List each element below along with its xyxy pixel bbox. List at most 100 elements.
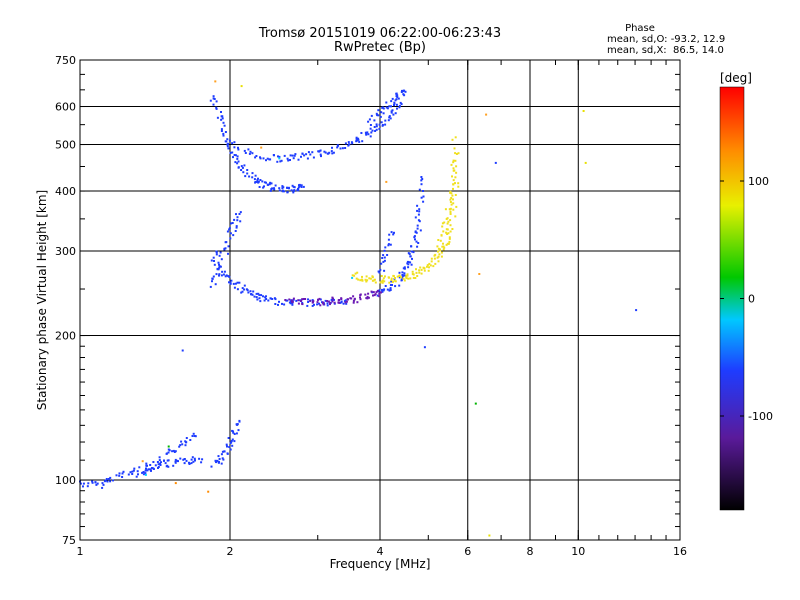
data-point: [318, 150, 321, 153]
data-point: [382, 254, 385, 257]
data-point: [420, 196, 423, 199]
data-point: [280, 159, 283, 162]
data-point: [224, 247, 227, 250]
colorbar-tick-label: -100: [748, 410, 773, 423]
data-point: [416, 209, 419, 212]
data-point: [454, 159, 457, 162]
data-point: [255, 296, 258, 299]
data-point: [354, 272, 357, 275]
data-point: [331, 296, 334, 299]
data-point: [457, 185, 460, 188]
data-point: [271, 298, 274, 300]
data-point: [227, 245, 230, 248]
data-point: [220, 274, 223, 277]
data-point: [337, 299, 340, 302]
data-point: [375, 125, 378, 128]
data-point: [378, 292, 381, 295]
data-point: [451, 194, 454, 197]
data-point: [298, 183, 301, 186]
data-point: [372, 294, 374, 297]
data-point: [327, 152, 330, 155]
data-point: [422, 200, 425, 203]
data-points: [79, 80, 638, 537]
x-axis-label: Frequency [MHz]: [330, 557, 431, 571]
data-point: [229, 237, 232, 240]
data-point: [167, 451, 170, 454]
data-point: [399, 101, 402, 104]
data-point: [214, 283, 217, 286]
data-point: [278, 155, 281, 158]
data-point: [278, 189, 281, 192]
data-point: [404, 90, 407, 93]
data-point: [233, 286, 236, 289]
data-point: [366, 279, 369, 282]
data-point: [415, 231, 418, 234]
data-point: [373, 278, 376, 281]
data-point: [455, 171, 458, 174]
data-point: [415, 271, 418, 274]
data-point: [144, 472, 147, 475]
data-point: [446, 233, 449, 235]
data-point: [269, 189, 272, 192]
data-point: [279, 160, 282, 163]
outlier-point: [474, 402, 477, 405]
data-point: [287, 159, 290, 162]
data-point: [300, 186, 303, 188]
outlier-point: [385, 180, 388, 183]
data-point: [156, 461, 159, 463]
data-point: [217, 268, 220, 271]
data-point: [450, 203, 453, 206]
data-point: [447, 242, 450, 245]
data-point: [269, 181, 272, 184]
data-point: [352, 295, 355, 298]
data-point: [218, 274, 220, 277]
data-point: [300, 300, 302, 302]
data-point: [355, 139, 358, 142]
data-point: [226, 452, 229, 455]
data-point: [263, 299, 266, 302]
data-point: [375, 112, 378, 115]
data-point: [193, 435, 196, 437]
data-point: [291, 154, 294, 157]
data-point: [87, 482, 90, 485]
data-point: [454, 194, 457, 196]
data-point: [337, 301, 340, 304]
data-point: [370, 290, 373, 293]
data-point: [105, 478, 108, 480]
data-point: [257, 177, 259, 180]
data-point: [393, 279, 396, 282]
data-point: [277, 155, 279, 158]
data-point: [220, 453, 223, 456]
data-point: [388, 289, 391, 292]
data-point: [238, 213, 241, 215]
data-point: [407, 277, 410, 280]
data-point: [236, 423, 239, 426]
data-point: [284, 299, 287, 301]
data-point: [222, 458, 225, 461]
y-tick-label: 600: [55, 101, 76, 114]
data-point: [457, 182, 460, 185]
data-point: [360, 132, 363, 134]
data-point: [415, 268, 417, 271]
data-point: [159, 462, 161, 465]
data-point: [437, 239, 440, 241]
data-point: [369, 124, 372, 126]
data-point: [388, 116, 391, 119]
data-point: [393, 104, 395, 107]
data-point: [212, 95, 215, 98]
data-point: [101, 482, 104, 485]
data-point: [385, 101, 388, 104]
data-point: [307, 301, 310, 303]
data-point: [241, 166, 244, 169]
data-point: [455, 153, 458, 155]
data-point: [127, 473, 130, 476]
data-point: [237, 166, 240, 169]
data-point: [381, 290, 384, 293]
data-point: [445, 218, 448, 220]
data-point: [450, 192, 453, 195]
data-point: [237, 160, 240, 163]
data-point: [398, 284, 401, 287]
data-point: [232, 282, 235, 285]
data-point: [152, 461, 155, 463]
